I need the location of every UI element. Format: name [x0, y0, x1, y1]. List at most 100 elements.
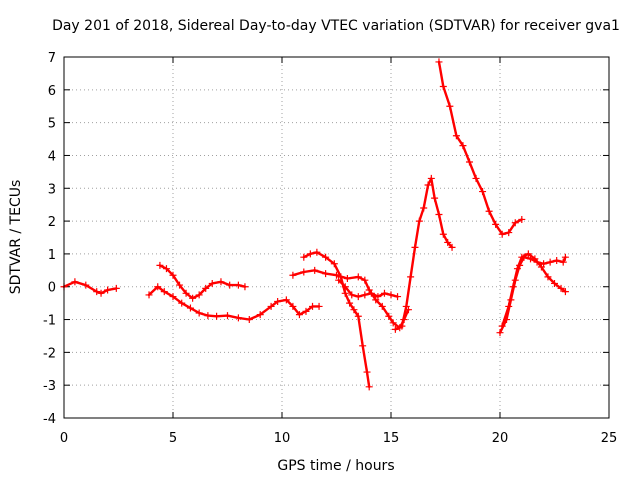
data-point — [557, 284, 565, 292]
data-point — [498, 230, 506, 238]
series-line — [498, 256, 567, 334]
series-arc-5 — [300, 248, 373, 391]
y-axis-label: SDTVAR / TECUs — [8, 180, 24, 295]
series-line — [394, 177, 454, 331]
data-point — [465, 158, 473, 166]
data-point — [169, 271, 177, 279]
series-line — [437, 60, 523, 236]
data-point — [145, 291, 153, 299]
data-point — [398, 322, 406, 330]
data-point — [295, 311, 303, 319]
data-point — [256, 311, 264, 319]
series-arc-2 — [145, 283, 323, 324]
data-point — [341, 283, 349, 291]
tick-labels: 0 5 10 15 20 25 -4 -3 -2 -1 0 1 2 3 4 5 6 7 — [43, 51, 617, 446]
data-point — [204, 312, 212, 320]
data-point — [322, 253, 330, 261]
data-point — [385, 312, 393, 320]
data-point — [402, 302, 410, 310]
y-tick-label: 2 — [48, 215, 56, 230]
data-point — [302, 307, 310, 315]
data-point — [387, 291, 395, 299]
data-point — [551, 279, 558, 287]
data-point — [306, 250, 314, 258]
data-point — [435, 58, 443, 66]
x-tick-label: 5 — [169, 431, 177, 446]
data-point — [156, 261, 164, 269]
y-tick-label: 6 — [48, 84, 56, 99]
data-point — [472, 174, 480, 182]
x-tick-label: 10 — [274, 431, 291, 446]
data-point — [511, 219, 519, 227]
data-point — [435, 211, 443, 219]
data-point — [289, 302, 297, 310]
data-point — [82, 281, 90, 289]
data-point — [380, 289, 388, 297]
data-point — [330, 260, 338, 268]
data-point — [112, 284, 120, 292]
data-point — [289, 271, 297, 279]
y-tick-label: -2 — [43, 346, 56, 361]
data-point — [343, 275, 351, 283]
data-point — [195, 291, 203, 299]
data-point — [169, 293, 177, 301]
data-point — [531, 255, 539, 263]
x-axis-label: GPS time / hours — [277, 458, 394, 474]
series-line — [291, 269, 410, 329]
data-point — [154, 283, 162, 291]
data-point — [274, 297, 282, 305]
data-point — [341, 289, 349, 297]
data-point — [361, 291, 369, 299]
data-point — [439, 83, 447, 91]
x-tick-label: 0 — [60, 431, 68, 446]
x-tick-label: 15 — [383, 431, 400, 446]
series-line — [337, 279, 399, 298]
data-point — [559, 258, 567, 266]
data-point — [492, 220, 500, 228]
data-point — [315, 302, 323, 310]
data-point — [213, 312, 221, 320]
data-point — [378, 302, 386, 310]
data-point — [374, 293, 382, 301]
y-tick-label: 1 — [48, 248, 56, 263]
data-point — [505, 229, 513, 237]
data-point — [518, 215, 526, 223]
data-point — [415, 217, 423, 225]
data-point — [427, 174, 435, 182]
data-point — [208, 279, 216, 287]
data-point — [452, 132, 460, 140]
y-tick-label: -3 — [43, 379, 56, 394]
series-arc-9 — [496, 253, 569, 337]
y-tick-label: 5 — [48, 117, 56, 132]
data-point — [182, 289, 190, 297]
y-tick-label: 3 — [48, 182, 56, 197]
y-tick-label: -1 — [43, 314, 56, 329]
data-point — [178, 299, 186, 307]
data-point — [234, 314, 242, 322]
data-point — [561, 288, 569, 296]
data-point — [361, 276, 369, 284]
data-point — [446, 102, 454, 110]
data-point — [407, 273, 415, 281]
data-point — [389, 319, 397, 327]
data-point — [241, 283, 249, 291]
data-point — [411, 243, 419, 251]
x-tick-label: 20 — [492, 431, 509, 446]
data-point — [245, 316, 253, 324]
plot-frame — [63, 56, 610, 419]
data-point — [348, 291, 356, 299]
data-point — [420, 204, 428, 212]
y-tick-label: 7 — [48, 51, 56, 66]
data-point — [97, 289, 105, 297]
data-point — [424, 181, 432, 189]
series-line — [62, 280, 118, 295]
data-point — [537, 263, 545, 271]
series-arc-10 — [498, 250, 569, 330]
data-point — [498, 322, 506, 330]
data-point — [282, 296, 290, 304]
data-point — [160, 288, 168, 296]
chart-title: Day 201 of 2018, Sidereal Day-to-day VTE… — [52, 18, 620, 34]
data-point — [354, 312, 362, 320]
data-point — [71, 278, 79, 286]
